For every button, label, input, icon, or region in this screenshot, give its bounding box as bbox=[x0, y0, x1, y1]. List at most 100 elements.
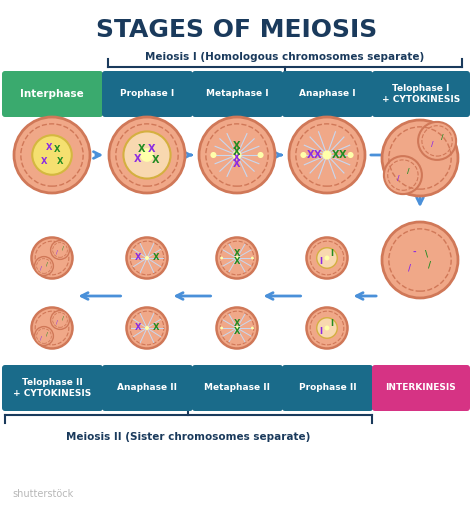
Text: STAGES OF MEIOSIS: STAGES OF MEIOSIS bbox=[96, 18, 378, 42]
Circle shape bbox=[31, 237, 73, 279]
Text: /: / bbox=[40, 335, 42, 340]
Text: X: X bbox=[234, 258, 240, 267]
Text: X: X bbox=[57, 158, 63, 167]
Text: I: I bbox=[330, 320, 334, 328]
Circle shape bbox=[220, 257, 223, 260]
Text: X: X bbox=[148, 144, 156, 154]
Circle shape bbox=[35, 257, 54, 275]
FancyBboxPatch shape bbox=[192, 365, 283, 411]
Circle shape bbox=[322, 150, 331, 160]
Text: X: X bbox=[135, 254, 141, 263]
Circle shape bbox=[127, 308, 167, 348]
Text: X: X bbox=[233, 159, 241, 169]
FancyBboxPatch shape bbox=[372, 365, 470, 411]
Text: /: / bbox=[397, 175, 399, 181]
Circle shape bbox=[307, 308, 347, 348]
Text: Prophase I: Prophase I bbox=[120, 89, 174, 98]
Text: \: \ bbox=[426, 249, 428, 259]
Text: Telophase I
+ CYTOKINESIS: Telophase I + CYTOKINESIS bbox=[382, 84, 460, 104]
Circle shape bbox=[317, 318, 337, 338]
Circle shape bbox=[347, 152, 354, 158]
Circle shape bbox=[235, 256, 239, 260]
FancyBboxPatch shape bbox=[102, 365, 193, 411]
Circle shape bbox=[325, 326, 329, 330]
Circle shape bbox=[325, 256, 329, 261]
FancyBboxPatch shape bbox=[2, 365, 103, 411]
Text: Telophase II
+ CYTOKINESIS: Telophase II + CYTOKINESIS bbox=[13, 378, 91, 398]
Text: Metaphase I: Metaphase I bbox=[206, 89, 269, 98]
Text: I: I bbox=[319, 327, 322, 335]
Text: X: X bbox=[332, 150, 340, 160]
FancyBboxPatch shape bbox=[282, 71, 373, 117]
Text: Prophase II: Prophase II bbox=[299, 383, 356, 392]
Circle shape bbox=[418, 122, 456, 160]
Text: I: I bbox=[330, 249, 334, 259]
Text: X: X bbox=[234, 249, 240, 259]
Circle shape bbox=[145, 326, 149, 330]
Text: X: X bbox=[41, 157, 47, 166]
Text: Metaphase II: Metaphase II bbox=[204, 383, 271, 392]
Circle shape bbox=[109, 117, 185, 193]
Circle shape bbox=[14, 117, 90, 193]
Text: X: X bbox=[339, 150, 347, 160]
Circle shape bbox=[32, 135, 72, 175]
Circle shape bbox=[382, 120, 458, 196]
Circle shape bbox=[307, 237, 347, 279]
Text: X: X bbox=[153, 254, 159, 263]
Text: /: / bbox=[431, 141, 433, 147]
Circle shape bbox=[217, 237, 257, 279]
Text: /: / bbox=[46, 331, 48, 336]
Circle shape bbox=[257, 152, 264, 158]
Text: X: X bbox=[135, 324, 141, 332]
FancyBboxPatch shape bbox=[282, 365, 373, 411]
Circle shape bbox=[35, 327, 54, 345]
Text: /: / bbox=[56, 249, 58, 255]
Circle shape bbox=[235, 326, 239, 330]
Text: X: X bbox=[233, 147, 241, 157]
Text: -: - bbox=[412, 247, 416, 257]
Circle shape bbox=[384, 156, 422, 194]
Text: shutterstöck: shutterstöck bbox=[12, 489, 73, 499]
FancyBboxPatch shape bbox=[102, 71, 193, 117]
Circle shape bbox=[382, 222, 458, 298]
Circle shape bbox=[123, 131, 171, 179]
Text: /: / bbox=[441, 134, 443, 140]
Circle shape bbox=[220, 327, 223, 329]
Circle shape bbox=[51, 240, 70, 260]
Text: /: / bbox=[62, 245, 64, 250]
Circle shape bbox=[31, 308, 73, 348]
Circle shape bbox=[317, 248, 337, 268]
Circle shape bbox=[127, 237, 167, 279]
Text: /: / bbox=[46, 262, 48, 267]
Text: X: X bbox=[46, 142, 52, 152]
Circle shape bbox=[145, 256, 149, 260]
Text: /: / bbox=[56, 320, 58, 325]
FancyBboxPatch shape bbox=[372, 71, 470, 117]
Circle shape bbox=[232, 150, 242, 160]
Text: X: X bbox=[138, 144, 146, 154]
Text: Anaphase II: Anaphase II bbox=[118, 383, 177, 392]
Text: X: X bbox=[314, 150, 322, 160]
Circle shape bbox=[210, 152, 217, 158]
Text: /: / bbox=[40, 266, 42, 271]
Circle shape bbox=[251, 327, 254, 329]
Text: X: X bbox=[233, 153, 241, 163]
Text: Meiosis I (Homologous chromosomes separate): Meiosis I (Homologous chromosomes separa… bbox=[146, 52, 425, 62]
Circle shape bbox=[51, 311, 70, 329]
Text: X: X bbox=[54, 145, 60, 155]
Text: /: / bbox=[428, 261, 431, 270]
FancyBboxPatch shape bbox=[2, 71, 103, 117]
Text: X: X bbox=[152, 155, 160, 165]
Circle shape bbox=[140, 148, 154, 162]
Text: INTERKINESIS: INTERKINESIS bbox=[386, 383, 456, 392]
Text: X: X bbox=[234, 328, 240, 336]
Circle shape bbox=[217, 308, 257, 348]
Text: I: I bbox=[319, 257, 322, 266]
Text: X: X bbox=[134, 154, 142, 164]
Circle shape bbox=[301, 152, 307, 158]
Text: Interphase: Interphase bbox=[20, 89, 84, 99]
Circle shape bbox=[289, 117, 365, 193]
Text: /: / bbox=[407, 168, 409, 174]
Text: /: / bbox=[409, 264, 411, 273]
Text: Meiosis II (Sister chromosomes separate): Meiosis II (Sister chromosomes separate) bbox=[66, 432, 310, 442]
